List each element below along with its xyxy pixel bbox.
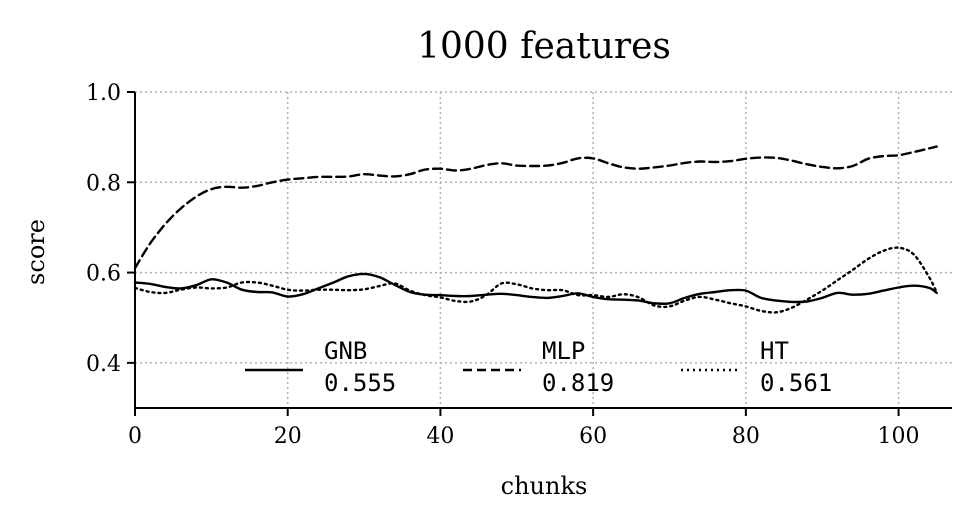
x-tick-label: 100	[878, 424, 920, 449]
legend-label-gnb: GNB	[324, 337, 367, 365]
x-tick-label: 80	[732, 424, 760, 449]
x-tick-label: 20	[274, 424, 302, 449]
series-line-ht	[133, 246, 938, 314]
legend-label-ht: HT	[760, 337, 789, 365]
legend-value-mlp: 0.819	[542, 369, 614, 397]
y-tick-label: 1.0	[86, 81, 121, 106]
legend-value-gnb: 0.555	[324, 369, 396, 397]
x-tick-label: 60	[579, 424, 607, 449]
y-tick-label: 0.4	[86, 352, 121, 377]
ticks: 0 20 40 60 80 100 0.4 0.6 0.8 1.0	[86, 81, 920, 449]
series-line-gnb	[133, 272, 938, 306]
x-tick-label: 0	[128, 424, 142, 449]
y-tick-label: 0.6	[86, 262, 121, 287]
chart-title: 1000 features	[417, 26, 671, 67]
y-tick-label: 0.8	[86, 171, 121, 196]
series-line-mlp	[133, 145, 938, 270]
series-lines	[133, 145, 938, 314]
legend-value-ht: 0.561	[760, 369, 832, 397]
axes	[134, 92, 952, 409]
x-tick-label: 40	[426, 424, 454, 449]
y-axis-label: score	[22, 219, 50, 285]
x-axis-label: chunks	[501, 472, 588, 500]
legend: GNB 0.555 MLP 0.819 HT 0.561	[245, 337, 832, 397]
legend-label-mlp: MLP	[542, 337, 585, 365]
